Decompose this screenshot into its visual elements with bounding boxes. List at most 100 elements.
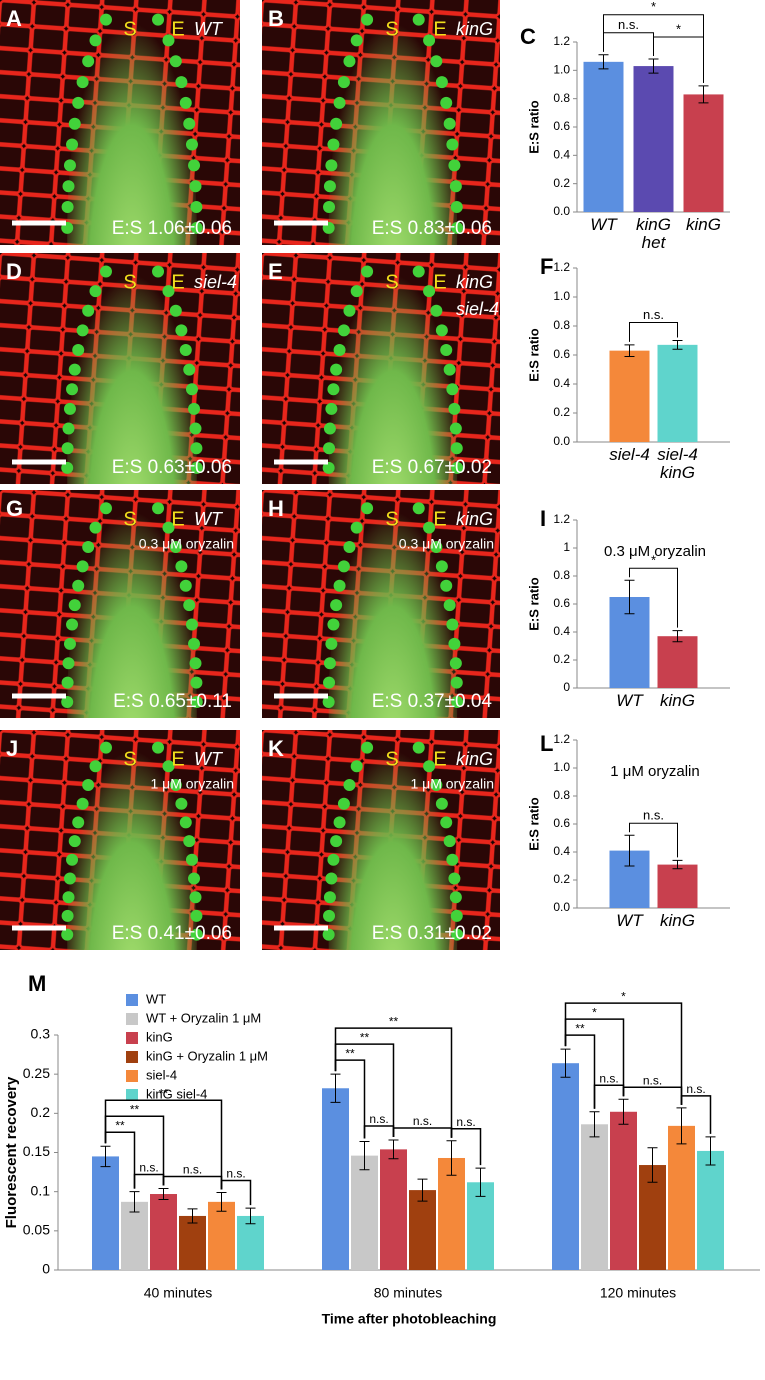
endodermis-nucleus (327, 618, 340, 631)
endodermis-nucleus (430, 541, 443, 553)
endodermis-nucleus (435, 797, 448, 810)
endodermis-nucleus (333, 96, 346, 109)
error-bar (417, 1178, 428, 1202)
y-axis-label: E:S ratio (526, 100, 541, 154)
endodermis-nucleus (333, 344, 346, 357)
bar (697, 1150, 724, 1270)
endodermis-nucleus (448, 637, 461, 650)
endodermis-nucleus (183, 363, 196, 376)
panel-label: F (540, 254, 553, 279)
error-bar (216, 1191, 227, 1212)
micrograph (262, 253, 500, 484)
stele-fluorescence (328, 730, 458, 950)
endodermis-nucleus (99, 502, 112, 515)
endodermis-nucleus (323, 909, 336, 922)
significance-bracket (622, 1086, 683, 1105)
significance-label: n.s. (226, 1167, 245, 1181)
y-tick-label: 0.4 (553, 148, 570, 162)
endodermis-nucleus (63, 159, 76, 172)
endodermis-nucleus (451, 928, 464, 941)
panel-label: D (6, 259, 22, 284)
micrograph (0, 490, 240, 718)
y-tick-label: 1.0 (553, 760, 570, 774)
y-tick-label: 0.0 (553, 900, 570, 914)
bar (438, 1157, 465, 1270)
endodermis-nucleus (76, 560, 89, 573)
legend-label: kinG + Oryzalin 1 μM (146, 1048, 268, 1063)
endodermis-nucleus (190, 928, 203, 941)
endodermis-nucleus (175, 76, 188, 89)
endodermis-nucleus (449, 891, 462, 904)
ratio-label: E:S 0.83±0.06 (372, 218, 492, 239)
micrograph (0, 0, 240, 245)
y-tick-label: 1.0 (553, 63, 570, 77)
endodermis-nucleus (190, 461, 203, 474)
endodermis-nucleus (361, 265, 374, 278)
significance-label: ** (575, 1021, 585, 1035)
endodermis-nucleus (423, 760, 436, 773)
panel-label: H (268, 496, 284, 521)
endodermis-nucleus (72, 816, 85, 829)
endodermis-nucleus (449, 657, 462, 670)
endodermis-nucleus (451, 696, 464, 709)
endodermis-nucleus (179, 816, 192, 829)
y-tick-label: 0 (563, 680, 570, 694)
endodermis-nucleus (179, 579, 192, 592)
endodermis-nucleus (152, 502, 165, 515)
significance-bracket (133, 1173, 165, 1189)
endodermis-nucleus (185, 138, 198, 151)
genotype-label: kinG (456, 272, 493, 292)
endodermis-nucleus (185, 383, 198, 396)
bar (633, 66, 674, 212)
endodermis-nucleus (61, 696, 74, 709)
x-tick-label: siel-4 kinG (657, 445, 698, 482)
chart-subtitle: 1 μM oryzalin (610, 763, 700, 780)
y-tick-label: 0.3 (31, 1026, 51, 1042)
bar (668, 1125, 695, 1270)
x-tick-label: 40 minutes (144, 1285, 212, 1301)
endodermis-nucleus (66, 853, 79, 866)
significance-bracket (593, 1084, 625, 1109)
y-tick-label: 1.0 (553, 289, 570, 303)
significance-label: * (676, 21, 681, 36)
error-bar (359, 1141, 370, 1171)
endodermis-nucleus (327, 138, 340, 151)
endodermis-nucleus (169, 304, 182, 317)
endodermis-nucleus (350, 285, 363, 298)
bar (552, 1063, 579, 1270)
error-bar (589, 1111, 600, 1138)
endodermis-nucleus (343, 304, 356, 317)
endodermis-nucleus (448, 402, 461, 415)
panel-label: J (6, 736, 18, 761)
error-bar (129, 1191, 140, 1213)
bar (610, 1111, 637, 1270)
endodermis-nucleus (162, 760, 175, 773)
y-tick-label: 0.2 (553, 176, 570, 190)
endodermis-nucleus (63, 402, 76, 415)
significance-label: n.s. (183, 1163, 202, 1177)
endodermis-nucleus (333, 816, 346, 829)
bar (583, 61, 624, 213)
y-tick-label: 0.0 (553, 204, 570, 218)
significance-label: n.s. (456, 1115, 475, 1129)
endodermis-nucleus (412, 13, 425, 26)
bar (208, 1201, 235, 1270)
bar (609, 350, 650, 442)
endodermis-nucleus (185, 618, 198, 631)
endodermis-nucleus (190, 696, 203, 709)
endodermis-nucleus (323, 201, 336, 214)
endodermis-nucleus (440, 96, 453, 109)
endodermis-nucleus (337, 324, 350, 337)
y-tick-label: 0.2 (553, 405, 570, 419)
y-tick-label: 0.25 (23, 1065, 50, 1081)
panel-label: B (268, 6, 284, 31)
bar (467, 1182, 494, 1270)
endodermis-nucleus (343, 779, 356, 791)
legend-swatch (126, 994, 138, 1006)
error-bar (672, 630, 683, 643)
endodermis-nucleus (190, 442, 203, 455)
panel-label: L (540, 731, 553, 756)
endodermis-nucleus (66, 618, 79, 631)
endodermis-nucleus (152, 265, 165, 278)
endodermis-nucleus (175, 797, 188, 810)
